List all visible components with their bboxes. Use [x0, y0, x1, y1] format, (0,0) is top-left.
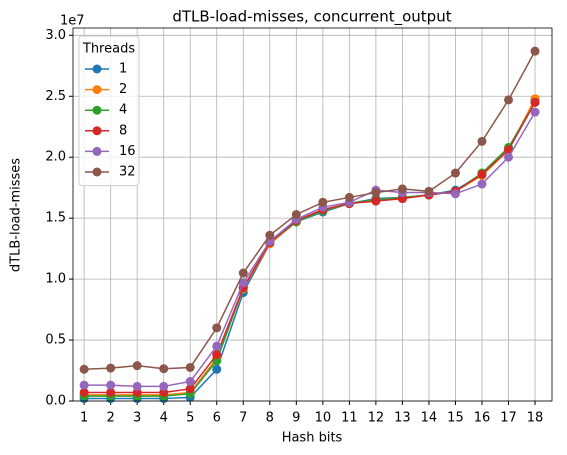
point: [132, 361, 142, 371]
series-line: [84, 99, 536, 400]
point: [477, 179, 487, 189]
series-line: [84, 111, 536, 388]
legend-title: Threads: [82, 42, 135, 57]
y-tick-label: 0.0: [45, 394, 66, 409]
point: [477, 136, 487, 146]
point: [504, 152, 514, 162]
point: [530, 107, 540, 117]
legend-marker: [92, 126, 102, 136]
point: [477, 169, 487, 179]
y-axis-label: dTLB-load-misses: [9, 158, 24, 272]
point: [212, 323, 222, 333]
point: [265, 230, 275, 240]
legend-label: 8: [119, 123, 127, 138]
legend-marker: [92, 146, 102, 156]
point: [212, 364, 222, 374]
y-tick-label: 2.5: [45, 89, 66, 104]
legend-label: 32: [119, 165, 136, 180]
legend-marker: [92, 105, 102, 115]
point: [106, 380, 116, 390]
point: [79, 380, 89, 390]
x-tick-label: 11: [341, 411, 358, 426]
x-tick-label: 10: [315, 411, 332, 426]
point: [212, 341, 222, 351]
x-tick-label: 2: [107, 411, 115, 426]
point: [397, 184, 407, 194]
chart-title: dTLB-load-misses, concurrent_output: [172, 8, 451, 27]
y-tick-label: 1.0: [45, 272, 66, 287]
x-tick-label: 4: [160, 411, 168, 426]
point: [371, 188, 381, 198]
x-tick-label: 6: [213, 411, 221, 426]
point: [159, 364, 169, 374]
legend-marker: [92, 167, 102, 177]
x-tick-label: 5: [186, 411, 194, 426]
x-tick-label: 13: [394, 411, 411, 426]
y-tick-label: 3.0: [45, 28, 66, 43]
x-axis-label: Hash bits: [282, 431, 343, 446]
legend-label: 1: [119, 62, 127, 77]
y-tick-label: 0.5: [45, 333, 66, 348]
point: [530, 46, 540, 56]
x-tick-label: 3: [133, 411, 141, 426]
legend-label: 16: [119, 144, 136, 159]
point: [238, 268, 248, 278]
point: [450, 168, 460, 178]
point: [185, 376, 195, 386]
legend-label: 4: [119, 103, 127, 118]
x-tick-label: 12: [368, 411, 385, 426]
series-line: [84, 98, 536, 396]
point: [344, 192, 354, 202]
point: [450, 189, 460, 199]
legend: Threads 1 2 4 8 16 32: [78, 35, 140, 187]
x-tick-label: 7: [239, 411, 247, 426]
point: [424, 186, 434, 196]
point: [238, 278, 248, 288]
legend-label: 2: [119, 82, 127, 97]
series-line: [84, 50, 536, 371]
x-tick-label: 14: [421, 411, 438, 426]
x-tick-label: 8: [266, 411, 274, 426]
x-tick-label: 15: [447, 411, 464, 426]
point: [132, 381, 142, 391]
point: [504, 95, 514, 105]
x-tick-label: 16: [474, 411, 491, 426]
legend-marker: [92, 64, 102, 74]
point: [371, 196, 381, 206]
y-tick-label: 2.0: [45, 150, 66, 165]
y-offset-label: 1e7: [60, 14, 85, 29]
x-tick-label: 1: [80, 411, 88, 426]
x-tick-label: 17: [500, 411, 517, 426]
point: [79, 387, 89, 397]
point: [159, 381, 169, 391]
series-line: [84, 101, 536, 397]
point: [185, 362, 195, 372]
point: [291, 210, 301, 219]
point: [79, 364, 89, 374]
x-tick-label: 18: [527, 411, 544, 426]
point: [212, 350, 222, 360]
series-line: [84, 101, 536, 394]
point: [318, 197, 328, 207]
point: [106, 363, 116, 373]
x-tick-label: 9: [292, 411, 300, 426]
point: [530, 97, 540, 107]
point: [106, 387, 116, 397]
point: [185, 384, 195, 394]
y-tick-label: 1.5: [45, 211, 66, 226]
plot-frame: [72, 27, 553, 402]
legend-marker: [92, 85, 102, 95]
